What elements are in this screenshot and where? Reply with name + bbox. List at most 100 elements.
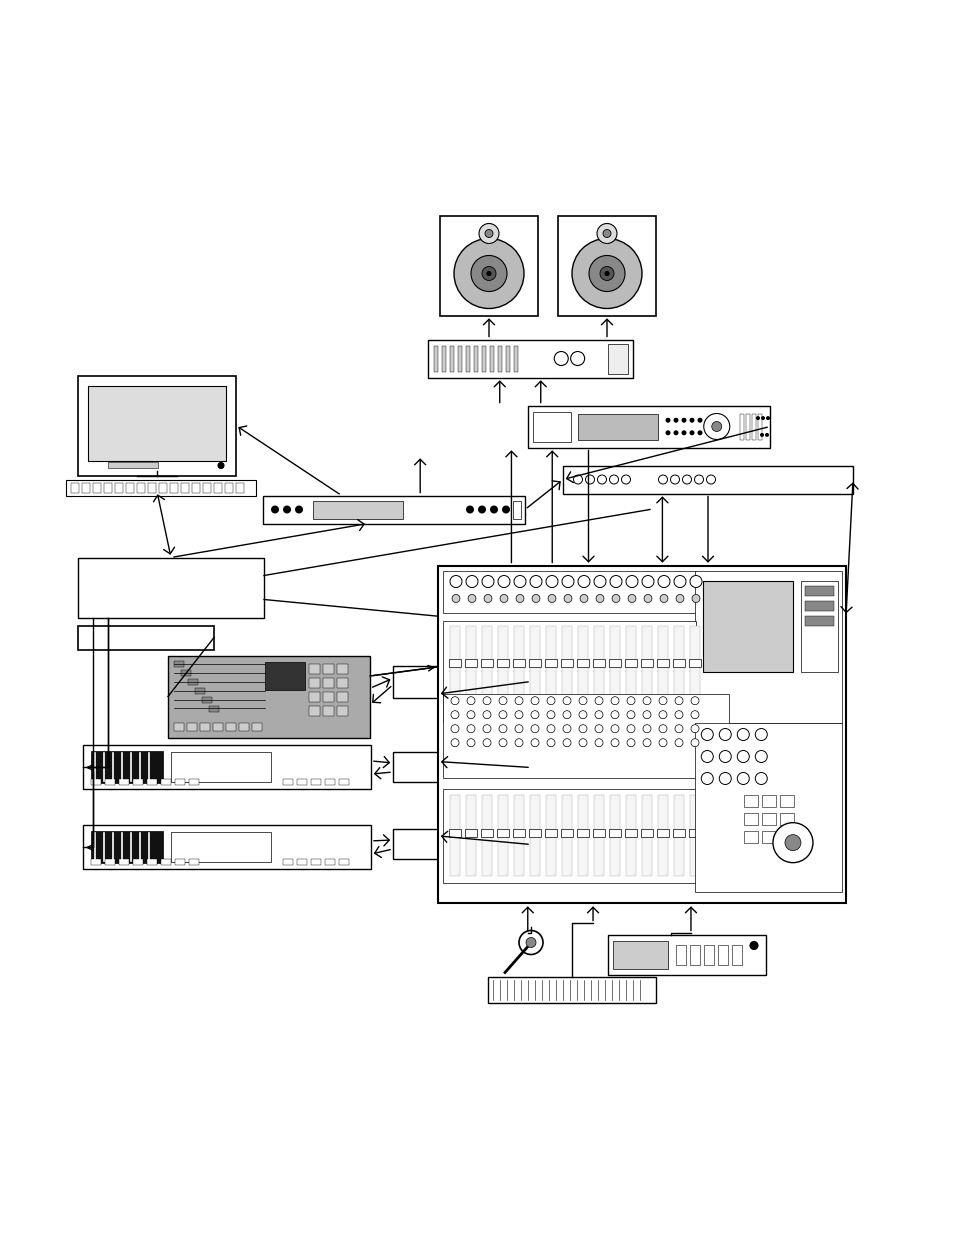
- Bar: [173, 724, 184, 731]
- Bar: [78, 375, 235, 475]
- Circle shape: [450, 576, 461, 588]
- Bar: [745, 414, 749, 440]
- Circle shape: [612, 594, 619, 603]
- Bar: [337, 705, 348, 715]
- Circle shape: [642, 710, 650, 719]
- Circle shape: [482, 697, 491, 705]
- Bar: [497, 346, 501, 372]
- Circle shape: [465, 576, 477, 588]
- Bar: [83, 746, 371, 789]
- Circle shape: [482, 739, 491, 747]
- Bar: [514, 795, 523, 877]
- Bar: [147, 860, 157, 866]
- Bar: [203, 483, 211, 493]
- Bar: [137, 483, 145, 493]
- Circle shape: [755, 729, 766, 741]
- Circle shape: [451, 697, 458, 705]
- Circle shape: [546, 725, 555, 732]
- Circle shape: [760, 433, 763, 437]
- Circle shape: [609, 576, 621, 588]
- Circle shape: [482, 710, 491, 719]
- Circle shape: [562, 710, 571, 719]
- Bar: [505, 346, 510, 372]
- Bar: [174, 779, 185, 785]
- Bar: [71, 483, 79, 493]
- Bar: [718, 946, 727, 966]
- Bar: [83, 825, 371, 869]
- Bar: [189, 860, 199, 866]
- Bar: [514, 625, 523, 720]
- Circle shape: [561, 576, 574, 588]
- Bar: [561, 795, 572, 877]
- Bar: [527, 405, 769, 447]
- Circle shape: [690, 710, 699, 719]
- Circle shape: [530, 576, 541, 588]
- Bar: [457, 346, 461, 372]
- Bar: [743, 814, 758, 825]
- Circle shape: [675, 710, 682, 719]
- Circle shape: [690, 739, 699, 747]
- Bar: [449, 829, 460, 837]
- Bar: [132, 860, 143, 866]
- Circle shape: [755, 773, 766, 784]
- Bar: [393, 830, 531, 860]
- Circle shape: [562, 739, 571, 747]
- Bar: [689, 946, 700, 966]
- Circle shape: [784, 835, 801, 851]
- Circle shape: [531, 725, 538, 732]
- Bar: [689, 625, 700, 720]
- Bar: [88, 385, 226, 461]
- Bar: [337, 692, 348, 701]
- Circle shape: [497, 576, 510, 588]
- Circle shape: [283, 505, 291, 514]
- Circle shape: [294, 505, 303, 514]
- Circle shape: [499, 594, 507, 603]
- Bar: [607, 935, 765, 976]
- Circle shape: [467, 710, 475, 719]
- Circle shape: [755, 751, 766, 762]
- Circle shape: [680, 417, 686, 422]
- Circle shape: [749, 941, 758, 950]
- Bar: [450, 625, 459, 720]
- Bar: [743, 831, 758, 844]
- Bar: [593, 659, 604, 667]
- Circle shape: [572, 238, 641, 309]
- Bar: [283, 779, 293, 785]
- Circle shape: [478, 224, 498, 243]
- Bar: [200, 724, 210, 731]
- Circle shape: [515, 725, 522, 732]
- Bar: [226, 724, 235, 731]
- Bar: [673, 625, 683, 720]
- Bar: [465, 795, 476, 877]
- Bar: [497, 795, 507, 877]
- Bar: [428, 340, 633, 378]
- Circle shape: [563, 594, 572, 603]
- Bar: [78, 625, 213, 650]
- Bar: [780, 831, 793, 844]
- Bar: [561, 625, 572, 720]
- Circle shape: [271, 505, 278, 514]
- Bar: [159, 483, 167, 493]
- Circle shape: [764, 433, 768, 437]
- Bar: [209, 705, 219, 711]
- Circle shape: [673, 576, 685, 588]
- Circle shape: [760, 416, 764, 420]
- Bar: [695, 571, 841, 722]
- Bar: [625, 625, 636, 720]
- Bar: [449, 659, 460, 667]
- Bar: [490, 346, 494, 372]
- Bar: [115, 483, 123, 493]
- Circle shape: [595, 710, 602, 719]
- Circle shape: [697, 417, 701, 422]
- Bar: [174, 860, 185, 866]
- Bar: [181, 483, 189, 493]
- Circle shape: [689, 430, 694, 435]
- Circle shape: [515, 697, 522, 705]
- Bar: [171, 832, 271, 862]
- Bar: [676, 946, 685, 966]
- Bar: [609, 795, 619, 877]
- Circle shape: [465, 505, 474, 514]
- Bar: [323, 663, 335, 673]
- Bar: [608, 829, 620, 837]
- Circle shape: [471, 256, 506, 291]
